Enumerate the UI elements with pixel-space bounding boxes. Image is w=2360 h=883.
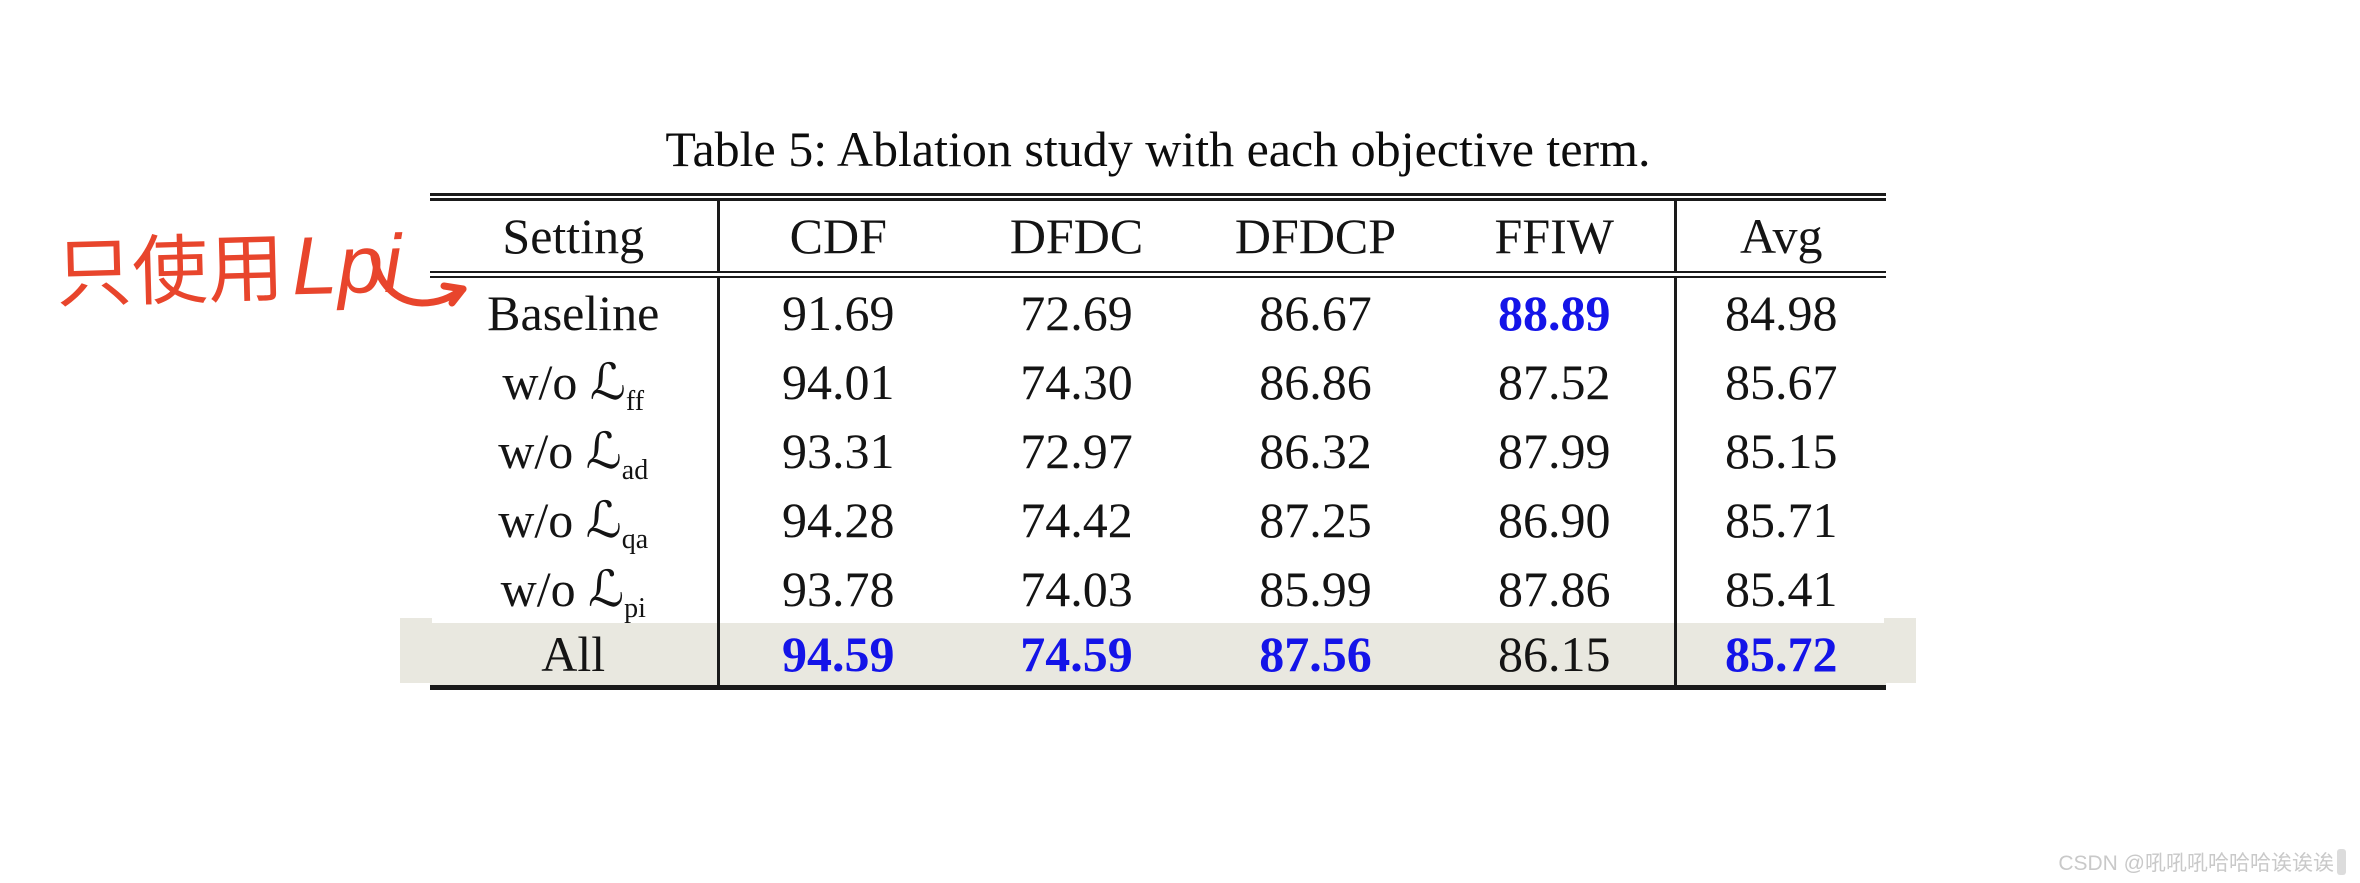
cell-value: 74.03 xyxy=(1020,560,1133,617)
cell-value: 85.71 xyxy=(1673,485,1886,554)
annotation-text: 只使用 xyxy=(54,226,286,318)
handwritten-annotation: 只使用Lpi xyxy=(54,218,403,318)
cell-setting: Baseline xyxy=(430,275,718,348)
setting-label: Baseline xyxy=(487,284,660,341)
cell-value: 84.98 xyxy=(1673,274,1886,347)
cell-value-highlighted: 85.72 xyxy=(1673,623,1886,688)
cell-value: 72.69 xyxy=(1020,284,1133,341)
watermark-text: CSDN @吼吼吼哈哈哈诶诶诶 xyxy=(2058,852,2334,875)
cell-value: 74.42 xyxy=(1020,491,1133,548)
cell-value-highlighted: 94.59 xyxy=(716,623,957,688)
setting-label: w/o ℒ xyxy=(500,560,625,617)
curved-arrow-right-icon xyxy=(370,252,467,307)
cell-value: 86.86 xyxy=(1259,353,1372,410)
cell-value: 87.86 xyxy=(1498,560,1611,617)
header-row: Setting CDF DFDC DFDCP FFIW Avg xyxy=(430,197,1886,278)
cell-value: 85.99 xyxy=(1259,560,1372,617)
header-cell-dfdc: DFDC xyxy=(957,197,1196,278)
setting-subscript: ad xyxy=(621,454,649,486)
cell-value-highlighted: 74.59 xyxy=(957,623,1196,688)
table-row-wo-lqa: w/o ℒqa 94.28 74.42 87.25 86.90 85.71 xyxy=(430,485,1886,554)
setting-subscript: pi xyxy=(624,592,646,624)
cell-value: 72.97 xyxy=(1020,422,1133,479)
header-cell-ffiw: FFIW xyxy=(1435,197,1675,278)
cell-value: 86.67 xyxy=(1259,284,1372,341)
table-caption: Table 5: Ablation study with each object… xyxy=(665,121,1651,177)
cell-value: 93.31 xyxy=(716,416,957,485)
cell-value: 86.32 xyxy=(1259,422,1372,479)
cell-value: 85.41 xyxy=(1673,554,1886,623)
cell-value: 86.15 xyxy=(1435,623,1675,688)
cell-value: 94.28 xyxy=(716,485,957,554)
table-row-all: All 94.59 74.59 87.56 86.15 85.72 xyxy=(430,623,1886,688)
watermark: CSDN @吼吼吼哈哈哈诶诶诶 xyxy=(2058,847,2346,877)
cell-setting: w/o ℒad xyxy=(430,416,718,485)
setting-subscript: qa xyxy=(621,523,649,555)
cell-value: 93.78 xyxy=(716,554,957,623)
cell-value-highlighted: 88.89 xyxy=(1498,284,1611,341)
setting-label: w/o ℒ xyxy=(498,422,622,479)
header-cell-dfdcp: DFDCP xyxy=(1196,197,1435,278)
header-cell-avg: Avg xyxy=(1673,197,1886,278)
setting-subscript: ff xyxy=(625,385,645,417)
cell-value: 87.99 xyxy=(1498,422,1611,479)
table-row-wo-lff: w/o ℒff 94.01 74.30 86.86 87.52 85.67 xyxy=(430,347,1886,416)
cell-setting: w/o ℒqa xyxy=(430,485,718,554)
header-cell-cdf: CDF xyxy=(716,197,957,278)
setting-label: w/o ℒ xyxy=(502,353,626,410)
cell-value-highlighted: 87.56 xyxy=(1196,623,1435,688)
cell-value: 87.52 xyxy=(1498,353,1611,410)
table-row-wo-lpi: w/o ℒpi 93.78 74.03 85.99 87.86 85.41 xyxy=(430,554,1886,623)
setting-label: w/o ℒ xyxy=(498,491,622,548)
header-cell-setting: Setting xyxy=(430,197,718,278)
table-row-baseline: Baseline 91.69 72.69 86.67 88.89 84.98 xyxy=(430,274,1886,348)
cell-value: 87.25 xyxy=(1259,491,1372,548)
cell-setting: All xyxy=(430,623,718,688)
ablation-table: Setting CDF DFDC DFDCP FFIW Avg Baseline… xyxy=(430,193,1886,690)
all-row-highlight-right-extension xyxy=(1884,618,1916,683)
cell-value: 85.15 xyxy=(1673,416,1886,485)
cell-value: 85.67 xyxy=(1673,347,1886,416)
cell-setting: w/o ℒpi xyxy=(430,554,718,623)
cell-value: 74.30 xyxy=(1020,353,1133,410)
table-row-wo-lad: w/o ℒad 93.31 72.97 86.32 87.99 85.15 xyxy=(430,416,1886,485)
setting-label: All xyxy=(541,626,606,682)
watermark-block-icon xyxy=(2337,849,2346,875)
cell-value: 91.69 xyxy=(716,274,957,347)
cell-value: 86.90 xyxy=(1498,491,1611,548)
cell-value: 94.01 xyxy=(716,347,957,416)
cell-setting: w/o ℒff xyxy=(430,347,718,416)
all-row-highlight-left-extension xyxy=(400,618,432,683)
